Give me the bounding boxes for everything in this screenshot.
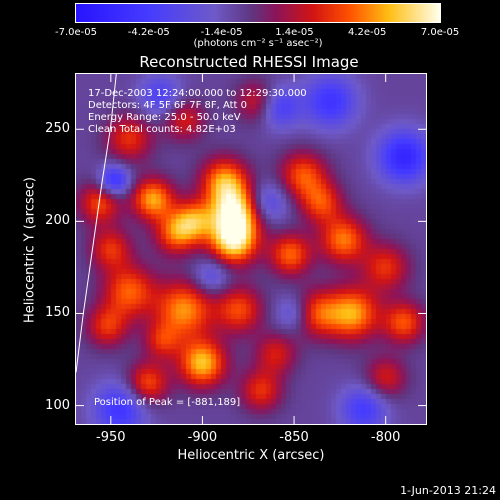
- x-axis-label: Heliocentric X (arcsec): [177, 448, 325, 463]
- limb-line: [76, 74, 117, 373]
- colorbar-unit-label: (photons cm⁻² s⁻¹ asec⁻²): [193, 38, 323, 49]
- y-axis-label: Heliocentric Y (arcsec): [22, 177, 38, 323]
- peak-position-annotation: Position of Peak = [-881,189]: [94, 397, 241, 408]
- colorbar-tick-label: -4.2e-05: [127, 27, 170, 38]
- colorbar-tick-label: -1.4e-05: [200, 27, 243, 38]
- energy-annotation: Energy Range: 25.0 - 50.0 keV: [88, 112, 241, 123]
- x-tick-label: -850: [279, 430, 309, 445]
- colorbar-tick-label: 4.2e-05: [347, 27, 387, 38]
- clean-annotation: Clean Total counts: 4.82E+03: [88, 124, 236, 135]
- y-tick-label: 200: [45, 213, 70, 229]
- colorbar-tick-label: 7.0e-05: [420, 27, 460, 38]
- x-tick-label: -800: [370, 430, 401, 445]
- chart-title: Reconstructed RHESSI Image: [139, 53, 359, 71]
- colorbar: [75, 3, 441, 23]
- x-tick-label: -950: [96, 430, 126, 445]
- x-tick-label: -900: [187, 430, 218, 445]
- colorbar-tick-label: -7.0e-05: [55, 27, 97, 38]
- solar-limb-overlay: [76, 74, 117, 373]
- plot-area: 17-Dec-2003 12:24:00.000 to 12:29:30.000…: [75, 73, 427, 425]
- detectors-annotation: Detectors: 4F 5F 6F 7F 8F, Att 0: [88, 100, 248, 111]
- time-range-annotation: 17-Dec-2003 12:24:00.000 to 12:29:30.000: [88, 88, 307, 99]
- colorbar-tick-label: 1.4e-05: [275, 27, 314, 38]
- y-tick-label: 250: [45, 121, 70, 137]
- y-tick-label: 150: [45, 305, 70, 321]
- y-tick-label: 100: [45, 397, 70, 413]
- timestamp-footer: 1-Jun-2013 21:24: [400, 484, 496, 497]
- heatmap-image: [76, 74, 426, 424]
